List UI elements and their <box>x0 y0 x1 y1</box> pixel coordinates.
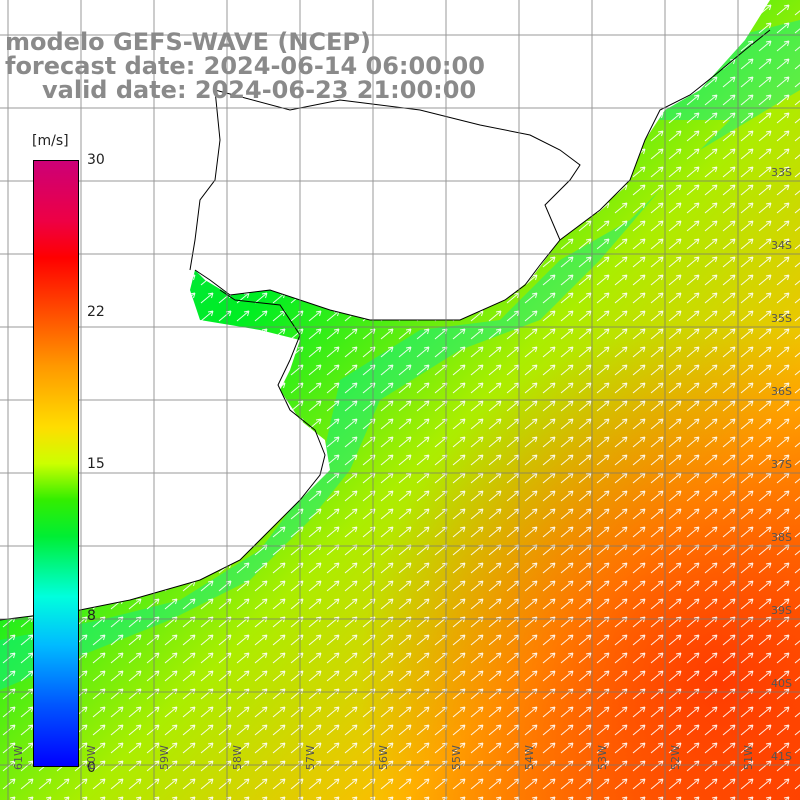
latitude-label: 40S <box>771 677 792 690</box>
latitude-label: 37S <box>771 458 792 471</box>
coastline <box>0 29 771 621</box>
longitude-label: 58W <box>231 745 244 770</box>
longitude-label: 59W <box>158 745 171 770</box>
latitude-label: 35S <box>771 312 792 325</box>
border-lines <box>189 89 581 271</box>
longitude-label: 55W <box>450 745 463 770</box>
colorbar-tick-8: 8 <box>87 608 96 624</box>
longitude-label: 51W <box>742 745 755 770</box>
colorbar-tick-22: 22 <box>87 304 105 320</box>
latitude-label: 41S <box>771 750 792 763</box>
latitude-label: 39S <box>771 604 792 617</box>
latitude-label: 38S <box>771 531 792 544</box>
colorbar-unit: [m/s] <box>32 133 69 149</box>
forecast-date: forecast date: 2024-06-14 06:00:00 <box>5 52 485 80</box>
longitude-label: 53W <box>596 745 609 770</box>
longitude-label: 56W <box>377 745 390 770</box>
valid-date: valid date: 2024-06-23 21:00:00 <box>42 76 477 104</box>
title-block: modelo GEFS-WAVE (NCEP) forecast date: 2… <box>5 30 485 102</box>
latitude-label: 36S <box>771 385 792 398</box>
longitude-label: 61W <box>12 745 25 770</box>
colorbar-tick-15: 15 <box>87 456 105 472</box>
longitude-label: 57W <box>304 745 317 770</box>
longitude-label: 54W <box>523 745 536 770</box>
latitude-label: 33S <box>771 166 792 179</box>
land-area <box>0 0 770 620</box>
model-title: modelo GEFS-WAVE (NCEP) <box>5 28 371 56</box>
colorbar-tick-0: 0 <box>87 760 96 776</box>
longitude-label: 52W <box>669 745 682 770</box>
latitude-label: 34S <box>771 239 792 252</box>
colorbar-tick-30: 30 <box>87 152 105 168</box>
longitude-label: 60W <box>85 745 98 770</box>
colorbar <box>33 160 79 767</box>
